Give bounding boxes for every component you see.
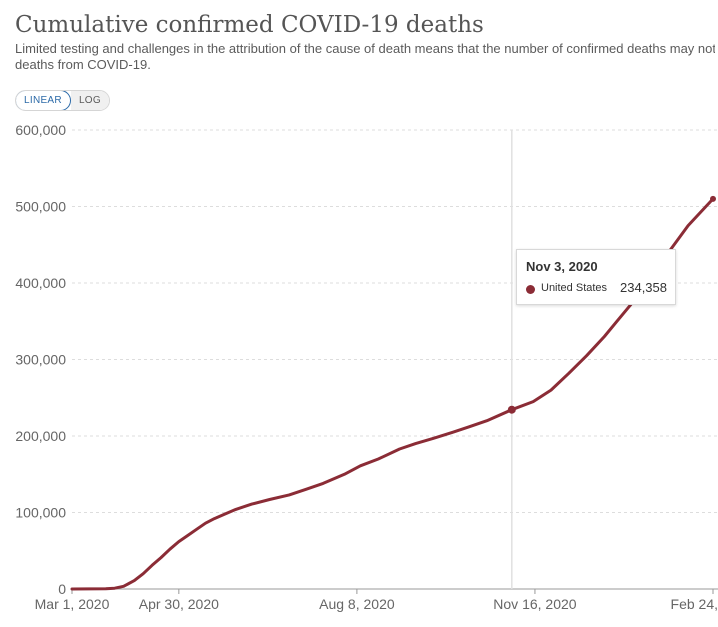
tooltip-date: Nov 3, 2020 bbox=[526, 259, 598, 274]
log-button[interactable]: LOG bbox=[70, 91, 109, 110]
x-tick-label: Apr 30, 2020 bbox=[139, 596, 219, 612]
y-tick-label: 400,000 bbox=[15, 275, 66, 291]
tooltip-value: 234,358 bbox=[620, 280, 667, 295]
series-group bbox=[70, 195, 716, 591]
x-tick-label: Mar 1, 2020 bbox=[35, 596, 110, 612]
grid-lines bbox=[72, 129, 718, 513]
y-tick-label: 600,000 bbox=[15, 122, 66, 138]
tooltip-series-name: United States bbox=[541, 282, 608, 294]
subtitle-line-1: Limited testing and challenges in the at… bbox=[15, 41, 715, 56]
x-tick-label: Nov 16, 2020 bbox=[493, 596, 576, 612]
y-tick-label: 100,000 bbox=[15, 505, 66, 521]
y-tick-label: 300,000 bbox=[15, 352, 66, 368]
subtitle-line-2: deaths from COVID-19. bbox=[15, 57, 151, 72]
series-color-dot bbox=[526, 285, 535, 294]
tooltip: Nov 3, 2020 United States 234,358 bbox=[516, 249, 676, 305]
y-tick-label: 200,000 bbox=[15, 428, 66, 444]
y-axis-ticks: 0 100,000 200,000 300,000 400,000 500,000 600,… bbox=[15, 122, 66, 597]
x-axis: Mar 1, 2020 Apr 30, 2020 Aug 8, 2020 Nov 16… bbox=[35, 588, 718, 612]
end-point bbox=[710, 195, 716, 202]
x-tick-label: Feb 24, bbox=[671, 596, 718, 612]
highlight-point bbox=[507, 405, 516, 414]
series-line-united-states bbox=[70, 197, 715, 591]
chart-subtitle: Limited testing and challenges in the at… bbox=[15, 41, 715, 73]
x-tick-label: Aug 8, 2020 bbox=[319, 596, 395, 612]
linear-button[interactable]: LINEAR bbox=[15, 91, 71, 110]
y-tick-label: 500,000 bbox=[15, 199, 66, 215]
chart-title: Cumulative confirmed COVID-19 deaths bbox=[15, 12, 484, 38]
scale-toggle: LINEAR LOG bbox=[15, 90, 110, 111]
y-tick-label: 0 bbox=[58, 581, 66, 597]
